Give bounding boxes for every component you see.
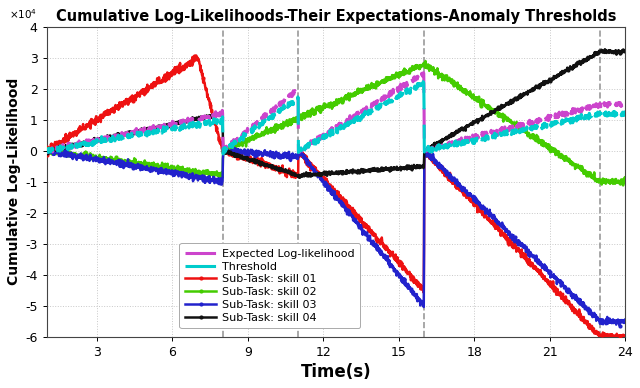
Sub-Task: skill 02: (23.3, -9.39e+03): skill 02: (23.3, -9.39e+03) [605, 178, 612, 182]
Threshold [605, 112, 612, 116]
Threshold [43, 150, 51, 155]
Sub-Task: skill 04: (1, -656): skill 04: (1, -656) [43, 151, 51, 155]
Expected Log-likelihood [43, 147, 51, 151]
Expected Log-likelihood [605, 102, 612, 106]
Sub-Task: skill 04: (23.3, 3.21e+04): skill 04: (23.3, 3.21e+04) [605, 49, 612, 54]
Sub-Task: skill 02: (23.3, -1e+04): skill 02: (23.3, -1e+04) [605, 180, 612, 184]
Expected Log-likelihood [324, 129, 332, 134]
Sub-Task: skill 04: (2.17, 1.82e+03): skill 04: (2.17, 1.82e+03) [72, 143, 80, 147]
Sub-Task: skill 03: (8.49, 891): skill 03: (8.49, 891) [231, 146, 239, 150]
Line: Threshold: Threshold [47, 81, 625, 154]
Title: Cumulative Log-Likelihoods-Their Expectations-Anomaly Thresholds: Cumulative Log-Likelihoods-Their Expecta… [56, 9, 616, 24]
Threshold [419, 79, 427, 84]
Expected Log-likelihood [309, 140, 317, 145]
Line: Expected Log-likelihood: Expected Log-likelihood [47, 73, 625, 152]
Sub-Task: skill 03: (11.6, -5.46e+03): skill 03: (11.6, -5.46e+03) [309, 165, 317, 170]
Sub-Task: skill 02: (23.9, -1.12e+04): skill 02: (23.9, -1.12e+04) [620, 183, 627, 188]
Line: Sub-Task: skill 04: Sub-Task: skill 04 [45, 48, 627, 179]
X-axis label: Time(s): Time(s) [301, 363, 371, 381]
Threshold [605, 110, 613, 115]
Sub-Task: skill 01: (23.3, -6.04e+04): skill 01: (23.3, -6.04e+04) [605, 336, 612, 340]
Sub-Task: skill 04: (24, 3.2e+04): skill 04: (24, 3.2e+04) [621, 49, 629, 54]
Sub-Task: skill 01: (1, -1.25e+03): skill 01: (1, -1.25e+03) [43, 152, 51, 157]
Sub-Task: skill 03: (19.1, -2.42e+04): skill 03: (19.1, -2.42e+04) [499, 223, 506, 228]
Sub-Task: skill 02: (12.2, 1.43e+04): skill 02: (12.2, 1.43e+04) [324, 104, 332, 109]
Expected Log-likelihood [72, 142, 80, 146]
Sub-Task: skill 01: (23.3, -6.05e+04): skill 01: (23.3, -6.05e+04) [605, 336, 612, 341]
Sub-Task: skill 01: (11.6, -4.71e+03): skill 01: (11.6, -4.71e+03) [309, 163, 317, 168]
Sub-Task: skill 01: (23.7, -6.12e+04): skill 01: (23.7, -6.12e+04) [614, 338, 622, 343]
Sub-Task: skill 04: (12.2, -7e+03): skill 04: (12.2, -7e+03) [324, 170, 332, 175]
Sub-Task: skill 04: (11.6, -7.8e+03): skill 04: (11.6, -7.8e+03) [309, 173, 317, 177]
Sub-Task: skill 01: (2.17, 6.2e+03): skill 01: (2.17, 6.2e+03) [72, 129, 80, 134]
Expected Log-likelihood [420, 70, 428, 75]
Threshold [220, 152, 227, 156]
Threshold [499, 132, 507, 137]
Sub-Task: skill 03: (23.3, -5.49e+04): skill 03: (23.3, -5.49e+04) [605, 319, 612, 324]
Sub-Task: skill 01: (24, -5.95e+04): skill 01: (24, -5.95e+04) [621, 333, 629, 338]
Sub-Task: skill 02: (16.1, 2.89e+04): skill 02: (16.1, 2.89e+04) [422, 59, 429, 63]
Sub-Task: skill 04: (23.9, 3.26e+04): skill 04: (23.9, 3.26e+04) [620, 47, 627, 52]
Sub-Task: skill 02: (24, -9.46e+03): skill 02: (24, -9.46e+03) [621, 178, 629, 182]
Sub-Task: skill 01: (12.2, -1.05e+04): skill 01: (12.2, -1.05e+04) [324, 181, 332, 186]
Threshold [309, 142, 317, 146]
Sub-Task: skill 03: (23.8, -5.64e+04): skill 03: (23.8, -5.64e+04) [616, 323, 623, 328]
Sub-Task: skill 03: (2.17, -1.83e+03): skill 03: (2.17, -1.83e+03) [72, 154, 80, 159]
Sub-Task: skill 03: (1, -461): skill 03: (1, -461) [43, 150, 51, 154]
Sub-Task: skill 02: (1, 314): skill 02: (1, 314) [43, 147, 51, 152]
Sub-Task: skill 03: (12.2, -1.23e+04): skill 03: (12.2, -1.23e+04) [324, 187, 332, 191]
Sub-Task: skill 01: (19.1, -2.71e+04): skill 01: (19.1, -2.71e+04) [499, 232, 506, 237]
Sub-Task: skill 04: (23.3, 3.24e+04): skill 04: (23.3, 3.24e+04) [605, 48, 612, 53]
Threshold [72, 144, 80, 149]
Expected Log-likelihood [499, 129, 507, 133]
Sub-Task: skill 01: (6.95, 3.07e+04): skill 01: (6.95, 3.07e+04) [193, 53, 200, 58]
Threshold [324, 132, 332, 137]
Sub-Task: skill 02: (2.17, -1.61e+03): skill 02: (2.17, -1.61e+03) [72, 153, 80, 158]
Sub-Task: skill 04: (11, -8.69e+03): skill 04: (11, -8.69e+03) [296, 175, 303, 180]
Line: Sub-Task: skill 03: Sub-Task: skill 03 [45, 147, 627, 327]
Sub-Task: skill 04: (19.1, 1.38e+04): skill 04: (19.1, 1.38e+04) [499, 106, 506, 110]
Sub-Task: skill 03: (24, -5.44e+04): skill 03: (24, -5.44e+04) [621, 317, 629, 322]
Y-axis label: Cumulative Log-Likelihood: Cumulative Log-Likelihood [7, 78, 21, 286]
Expected Log-likelihood [605, 100, 613, 105]
Threshold [621, 111, 629, 116]
Sub-Task: skill 02: (19.1, 1.19e+04): skill 02: (19.1, 1.19e+04) [499, 112, 506, 116]
Line: Sub-Task: skill 02: Sub-Task: skill 02 [45, 60, 627, 187]
Sub-Task: skill 03: (23.3, -5.54e+04): skill 03: (23.3, -5.54e+04) [605, 320, 612, 325]
Expected Log-likelihood [621, 100, 629, 104]
Sub-Task: skill 02: (11.6, 1.21e+04): skill 02: (11.6, 1.21e+04) [308, 111, 316, 116]
Expected Log-likelihood [44, 150, 51, 155]
Text: $\times 10^4$: $\times 10^4$ [9, 7, 37, 21]
Legend: Expected Log-likelihood, Threshold, Sub-Task: skill 01, Sub-Task: skill 02, Sub-: Expected Log-likelihood, Threshold, Sub-… [179, 243, 360, 328]
Line: Sub-Task: skill 01: Sub-Task: skill 01 [45, 54, 627, 342]
